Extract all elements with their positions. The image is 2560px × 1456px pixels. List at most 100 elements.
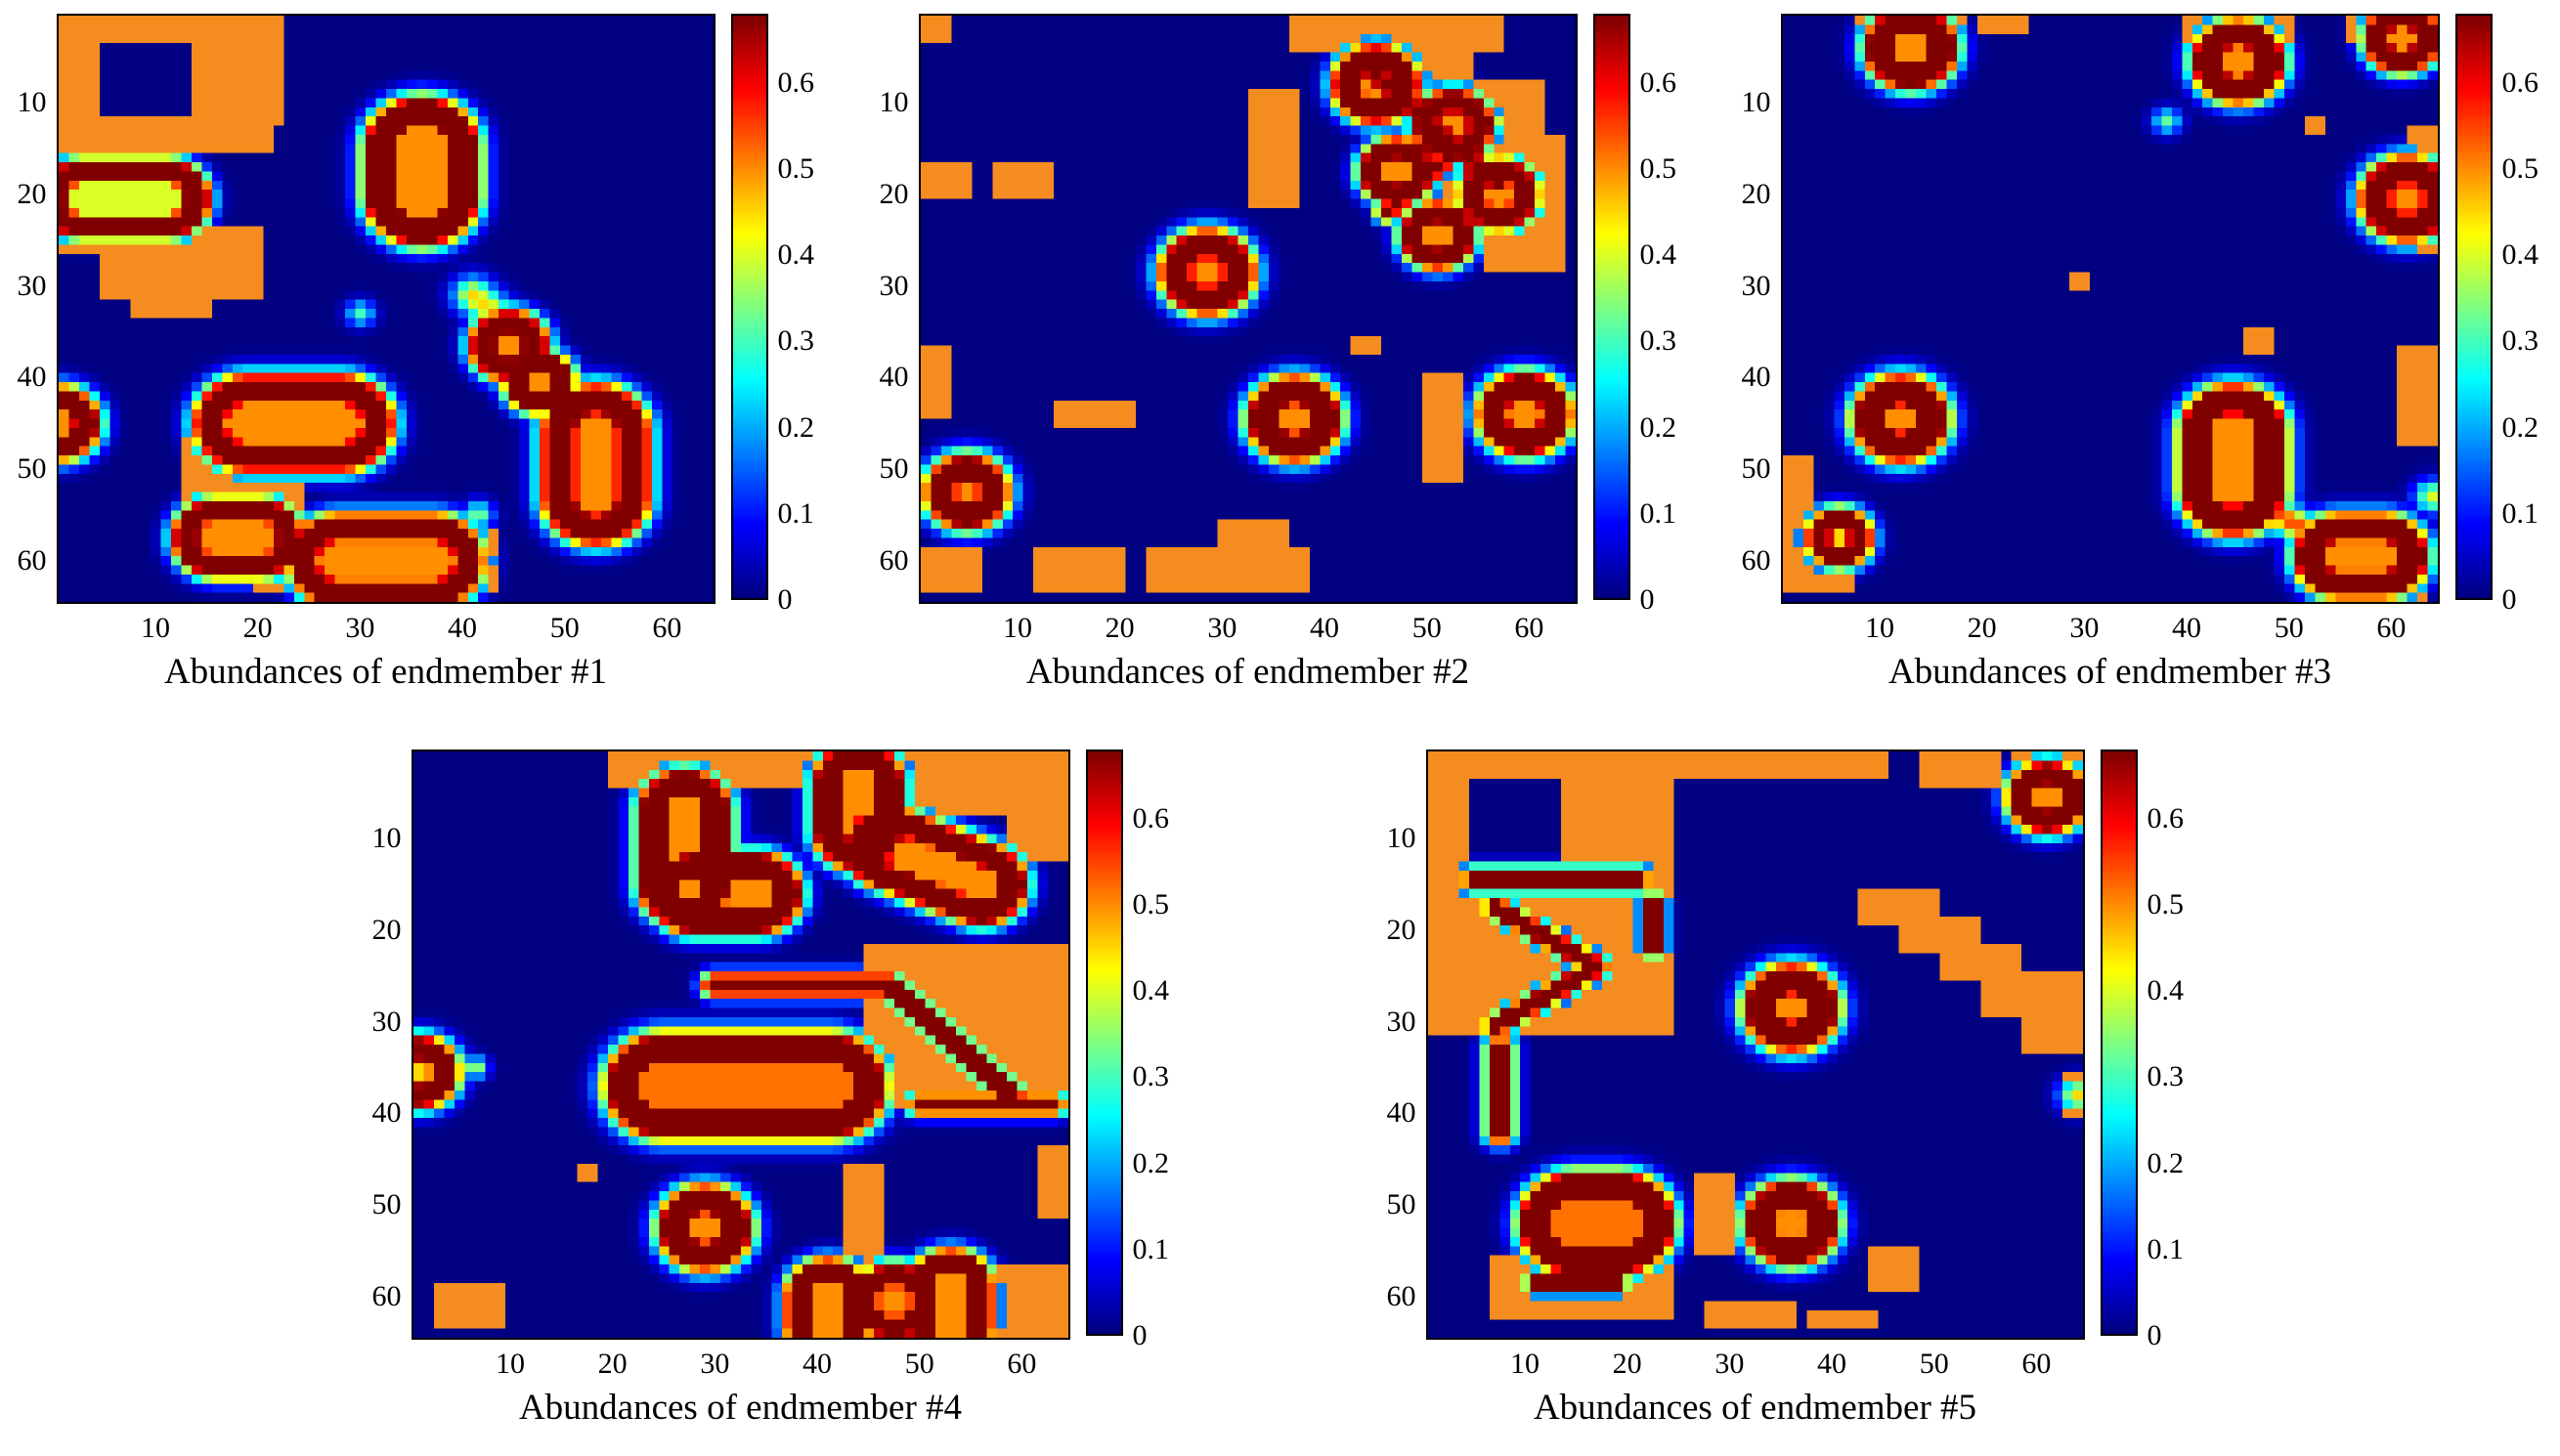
heatmap-plot: 10 20 30 40 50 60 10 20 30 40 50 60 bbox=[18, 14, 716, 643]
tick-label: 60 bbox=[2376, 612, 2407, 644]
tick-label: 40 bbox=[879, 361, 909, 394]
heatmap-canvas bbox=[1427, 751, 2083, 1338]
tick-label: 60 bbox=[1007, 1348, 1037, 1380]
heatmap-canvas bbox=[1782, 16, 2438, 602]
tick-label: 30 bbox=[879, 269, 909, 302]
tick-label: 0.2 bbox=[1639, 410, 1677, 444]
tick-label: 20 bbox=[597, 1348, 628, 1380]
tick-label: 10 bbox=[879, 86, 909, 119]
plot-area: 10 20 30 40 50 60 10 20 30 40 50 60 0 0.1 0.2 0.3 0.4 0.… bbox=[1718, 14, 2560, 643]
heatmap-plot: 10 20 30 40 50 60 10 20 30 40 50 60 bbox=[1387, 749, 2085, 1379]
heatmap-panel: 10 20 30 40 50 60 10 20 30 40 50 60 0 0.1 0.2 0.3 0.4 0.… bbox=[856, 14, 1705, 693]
tick-label: 50 bbox=[1741, 452, 1771, 486]
tick-label: 10 bbox=[1002, 612, 1032, 644]
tick-label: 0.3 bbox=[777, 324, 815, 358]
tick-label: 20 bbox=[1741, 177, 1771, 210]
tick-label: 0.2 bbox=[1132, 1146, 1170, 1179]
tick-label: 30 bbox=[1714, 1348, 1745, 1380]
tick-label: 30 bbox=[1741, 269, 1771, 302]
plot-area: 10 20 30 40 50 60 10 20 30 40 50 60 0 0.1 0.2 0.3 0.4 0.… bbox=[349, 749, 1197, 1379]
tick-label: 20 bbox=[1105, 612, 1135, 644]
tick-label: 50 bbox=[1919, 1348, 1949, 1380]
tick-label: 0.4 bbox=[2501, 238, 2539, 272]
tick-label: 0.6 bbox=[1639, 65, 1677, 99]
tick-label: 50 bbox=[1411, 612, 1442, 644]
tick-label: 0.1 bbox=[1132, 1232, 1170, 1265]
colorbar: 0 0.1 0.2 0.3 0.4 0.5 0.6 bbox=[1592, 14, 1676, 615]
x-axis-label-space bbox=[1364, 1340, 2212, 1385]
colorbar-gradient bbox=[1592, 14, 1630, 600]
tick-label: 50 bbox=[904, 1348, 934, 1380]
panel-title: Abundances of endmember #5 bbox=[1533, 1388, 1977, 1428]
heatmap-panel: 10 20 30 40 50 60 10 20 30 40 50 60 0 0.1 0.2 0.3 0.4 0.… bbox=[1364, 749, 2212, 1429]
tick-label: 0.1 bbox=[2147, 1232, 2185, 1265]
tick-label: 20 bbox=[1612, 1348, 1642, 1380]
tick-label: 0.6 bbox=[2501, 65, 2539, 99]
tick-label: 0.3 bbox=[2147, 1060, 2185, 1093]
tick-label: 60 bbox=[879, 543, 909, 577]
tick-label: 0.6 bbox=[777, 65, 815, 99]
tick-label: 20 bbox=[371, 913, 402, 946]
heatmap-panel: 10 20 30 40 50 60 10 20 30 40 50 60 0 0.1 0.2 0.3 0.4 0.… bbox=[0, 14, 843, 693]
tick-label: 0.6 bbox=[1132, 801, 1170, 835]
tick-label: 30 bbox=[700, 1348, 730, 1380]
tick-label: 40 bbox=[1310, 612, 1340, 644]
tick-label: 50 bbox=[1386, 1188, 1416, 1221]
tick-label: 10 bbox=[1509, 1348, 1540, 1380]
tick-label: 60 bbox=[17, 543, 47, 577]
tick-label: 50 bbox=[17, 452, 47, 486]
heatmap-canvas bbox=[920, 16, 1576, 602]
tick-label: 0.5 bbox=[2147, 887, 2185, 921]
tick-label: 0.4 bbox=[777, 238, 815, 272]
panel-title: Abundances of endmember #2 bbox=[1025, 652, 1470, 692]
tick-label: 20 bbox=[1386, 913, 1416, 946]
tick-label: 10 bbox=[1386, 822, 1416, 855]
tick-label: 60 bbox=[1514, 612, 1544, 644]
colorbar-gradient bbox=[1085, 749, 1123, 1336]
x-axis-label-space bbox=[856, 604, 1705, 649]
tick-label: 20 bbox=[879, 177, 909, 210]
tick-label: 0.5 bbox=[777, 151, 815, 185]
tick-label: 10 bbox=[1864, 612, 1894, 644]
tick-label: 50 bbox=[371, 1188, 402, 1221]
tick-label: 30 bbox=[17, 269, 47, 302]
tick-label: 40 bbox=[448, 612, 478, 644]
tick-label: 30 bbox=[1386, 1005, 1416, 1038]
tick-label: 60 bbox=[1741, 543, 1771, 577]
tick-label: 40 bbox=[371, 1096, 402, 1130]
plot-area: 10 20 30 40 50 60 10 20 30 40 50 60 0 0.1 0.2 0.3 0.4 0.… bbox=[856, 14, 1705, 643]
tick-label: 10 bbox=[371, 822, 402, 855]
tick-label: 0 bbox=[2147, 1319, 2162, 1351]
heatmap-canvas bbox=[412, 751, 1068, 1338]
colorbar: 0 0.1 0.2 0.3 0.4 0.5 0.6 bbox=[1085, 749, 1169, 1350]
tick-label: 50 bbox=[549, 612, 580, 644]
heatmap-canvas bbox=[58, 16, 714, 602]
colorbar: 0 0.1 0.2 0.3 0.4 0.5 0.6 bbox=[730, 14, 814, 615]
tick-label: 60 bbox=[1386, 1279, 1416, 1312]
tick-label: 40 bbox=[17, 361, 47, 394]
tick-label: 10 bbox=[140, 612, 170, 644]
tick-label: 0.4 bbox=[2147, 974, 2185, 1007]
colorbar: 0 0.1 0.2 0.3 0.4 0.5 0.6 bbox=[2454, 14, 2538, 615]
tick-label: 20 bbox=[1967, 612, 1997, 644]
heatmap-plot: 10 20 30 40 50 60 10 20 30 40 50 60 bbox=[1742, 14, 2440, 643]
colorbar: 0 0.1 0.2 0.3 0.4 0.5 0.6 bbox=[2100, 749, 2184, 1350]
tick-label: 0.2 bbox=[777, 410, 815, 444]
tick-label: 0.3 bbox=[2501, 324, 2539, 358]
tick-label: 30 bbox=[345, 612, 375, 644]
x-axis-label-space bbox=[1718, 604, 2560, 649]
tick-label: 40 bbox=[803, 1348, 833, 1380]
tick-label: 0.5 bbox=[1639, 151, 1677, 185]
tick-label: 0 bbox=[1132, 1319, 1148, 1351]
panel-title: Abundances of endmember #3 bbox=[1887, 652, 2332, 692]
tick-label: 0 bbox=[1639, 583, 1655, 616]
top-row: 10 20 30 40 50 60 10 20 30 40 50 60 0 0.1 0.2 0.3 0.4 0.… bbox=[0, 0, 2560, 693]
tick-label: 0.2 bbox=[2147, 1146, 2185, 1179]
x-axis-label-space bbox=[0, 604, 843, 649]
heatmap-plot: 10 20 30 40 50 60 10 20 30 40 50 60 bbox=[880, 14, 1578, 643]
tick-label: 0.3 bbox=[1132, 1060, 1170, 1093]
bottom-row: 10 20 30 40 50 60 10 20 30 40 50 60 0 0.1 0.2 0.3 0.4 0.… bbox=[0, 749, 2560, 1429]
tick-label: 10 bbox=[17, 86, 47, 119]
tick-label: 0.4 bbox=[1132, 974, 1170, 1007]
